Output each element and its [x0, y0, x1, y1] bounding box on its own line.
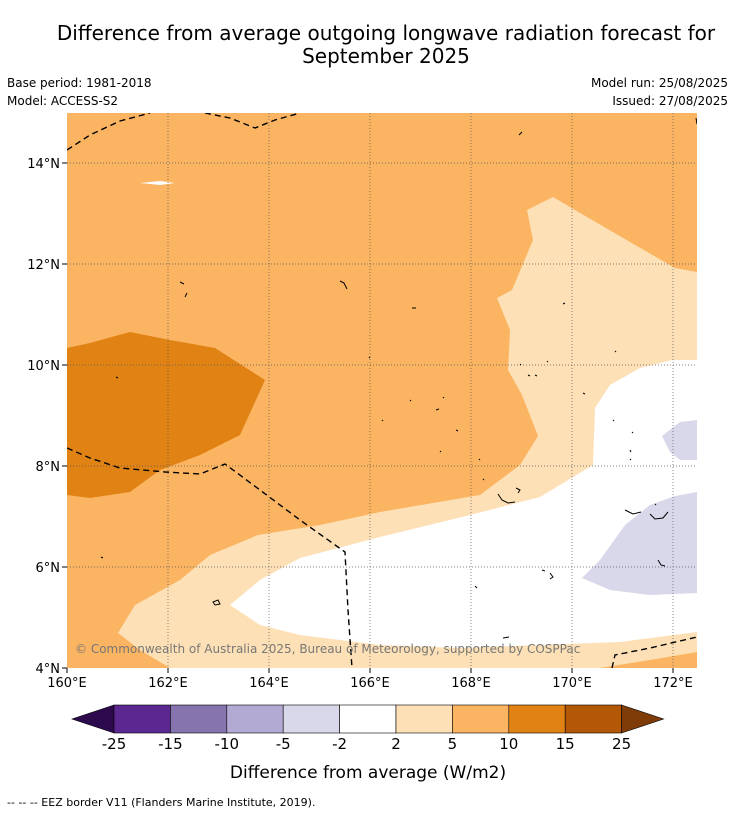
field-10-to-15	[67, 332, 265, 498]
islands	[100, 117, 697, 639]
axis-ticks	[62, 162, 674, 673]
field-minus2-to-2	[230, 360, 697, 648]
eez-footnote: -- -- -- EEZ border V11 (Flanders Marine…	[7, 796, 316, 809]
field-minus5-to-minus2-b	[662, 420, 697, 460]
lon-label: 172°E	[653, 676, 693, 691]
colorbar-tick-label: -2	[332, 735, 347, 753]
lat-label: 4°N	[36, 662, 61, 677]
eez-borders	[67, 113, 697, 668]
lon-label: 160°E	[47, 676, 87, 691]
model-name: Model: ACCESS-S2	[7, 94, 119, 108]
lon-label: 166°E	[350, 676, 390, 691]
colorbar-tick-label: -25	[102, 735, 127, 753]
model-run: Model run: 25/08/2025	[590, 76, 728, 90]
lat-label: 12°N	[27, 258, 60, 273]
field-minus5-to-minus2-a	[582, 492, 697, 595]
title-line-1: Difference from average outgoing longwav…	[56, 21, 716, 45]
gridlines	[67, 113, 697, 668]
colorbar-swatches	[71, 704, 665, 734]
lon-label: 162°E	[148, 676, 188, 691]
small-patch	[140, 181, 175, 185]
issued-date: Issued: 27/08/2025	[612, 94, 728, 108]
colorbar-swatch	[282, 704, 340, 734]
colorbar-arrow-high	[621, 704, 665, 734]
title-line-2: September 2025	[302, 44, 470, 68]
colorbar-ticks: -25 -15 -10 -5 -2 2 5 10 15 25	[102, 735, 631, 753]
map-panel: © Commonwealth of Australia 2025, Bureau…	[67, 113, 697, 668]
colorbar-arrow-low	[71, 704, 115, 734]
base-period: Base period: 1981-2018	[7, 76, 152, 90]
meta-right: Model run: 25/08/2025 Issued: 27/08/2025	[591, 74, 728, 110]
colorbar-swatch	[395, 704, 453, 734]
lon-label: 164°E	[249, 676, 289, 691]
colorbar-tick-label: 10	[499, 735, 518, 753]
colorbar-tick-label: 5	[448, 735, 458, 753]
lat-label: 8°N	[36, 460, 61, 475]
map-title: Difference from average outgoing longwav…	[0, 22, 736, 68]
colorbar-tick-label: -10	[215, 735, 240, 753]
lat-label: 14°N	[27, 157, 60, 172]
colorbar-swatch	[113, 704, 171, 734]
colorbar-swatch	[452, 704, 510, 734]
colorbar-swatch	[564, 704, 622, 734]
colorbar: -25 -15 -10 -5 -2 2 5 10 15 25 Difference from av…	[71, 704, 665, 783]
lon-label: 168°E	[451, 676, 491, 691]
colorbar-tick-label: 15	[556, 735, 575, 753]
colorbar-title: Difference from average (W/m2)	[230, 763, 506, 783]
latitude-labels: 14°N 12°N 10°N 8°N 6°N 4°N	[27, 157, 60, 677]
colorbar-tick-label: -5	[276, 735, 291, 753]
colorbar-tick-label: 2	[391, 735, 401, 753]
longitude-labels: 160°E 162°E 164°E 166°E 168°E 170°E 172°…	[47, 676, 693, 691]
colorbar-tick-label: -15	[158, 735, 183, 753]
meta-left: Base period: 1981-2018 Model: ACCESS-S2	[7, 74, 152, 110]
copyright-notice: © Commonwealth of Australia 2025, Bureau…	[75, 642, 580, 656]
colorbar-swatch	[508, 704, 566, 734]
lon-label: 170°E	[552, 676, 592, 691]
lat-label: 10°N	[27, 359, 60, 374]
colorbar-swatch	[226, 704, 284, 734]
colorbar-tick-label: 25	[612, 735, 631, 753]
colorbar-swatch	[170, 704, 228, 734]
colorbar-swatch	[339, 704, 397, 734]
lat-label: 6°N	[36, 561, 61, 576]
field-5-to-10-south	[600, 652, 697, 668]
